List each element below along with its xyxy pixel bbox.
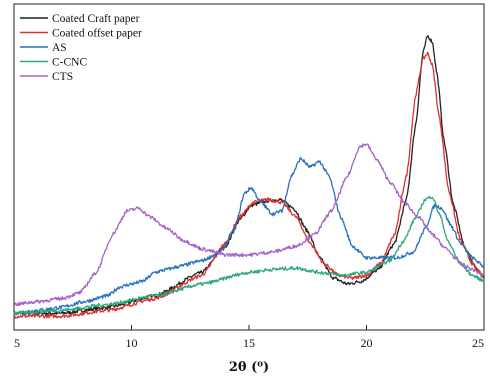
- legend-label: C-CNC: [52, 57, 87, 69]
- series-layer: [13, 35, 485, 319]
- x-tick-label: 25: [472, 336, 484, 350]
- x-tick-label: 20: [361, 336, 373, 350]
- legend: Coated Craft paper Coated offset paper AS C…: [20, 13, 142, 83]
- x-tick-label: 10: [126, 336, 138, 350]
- x-axis: 5 10 15 20 25: [13, 325, 485, 350]
- plot-frame: [13, 3, 485, 331]
- x-tick-label: 15: [243, 336, 255, 350]
- x-axis-title: 2θ (⁰): [229, 360, 269, 375]
- x-tick-label: 5: [14, 336, 20, 350]
- series-line-coated-offset-paper: [13, 51, 485, 319]
- legend-label: Coated Craft paper: [52, 13, 140, 25]
- series-line-cts: [13, 143, 485, 307]
- legend-label: AS: [52, 42, 67, 54]
- legend-label: CTS: [52, 71, 73, 83]
- series-line-as: [13, 156, 485, 316]
- legend-label: Coated offset paper: [52, 28, 142, 40]
- series-line-c-cnc: [13, 195, 485, 316]
